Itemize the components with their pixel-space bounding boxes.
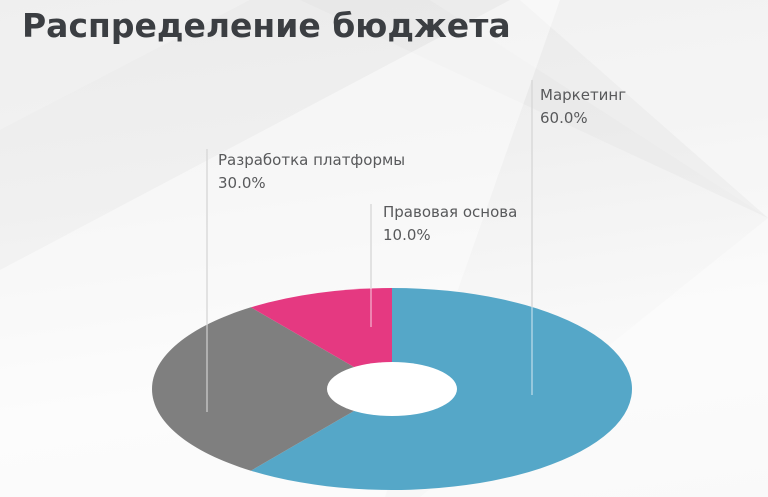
chart-title: Распределение бюджета [22,6,511,45]
pie-slice-2 [250,288,392,389]
slice-label-legal-basis: Правовая основа 10.0% [383,201,517,247]
slice-percent: 60.0% [540,109,588,127]
slice-name: Разработка платформы [218,151,406,169]
slice-label-platform-development: Разработка платформы 30.0% [218,149,405,195]
slice-name: Правовая основа [383,203,518,221]
donut-hole [327,362,457,416]
slice-percent: 10.0% [383,226,431,244]
slice-percent: 30.0% [218,174,266,192]
slice-name: Маркетинг [540,86,627,104]
pie-slice-1 [152,307,392,471]
slice-label-marketing: Маркетинг 60.0% [540,84,626,130]
